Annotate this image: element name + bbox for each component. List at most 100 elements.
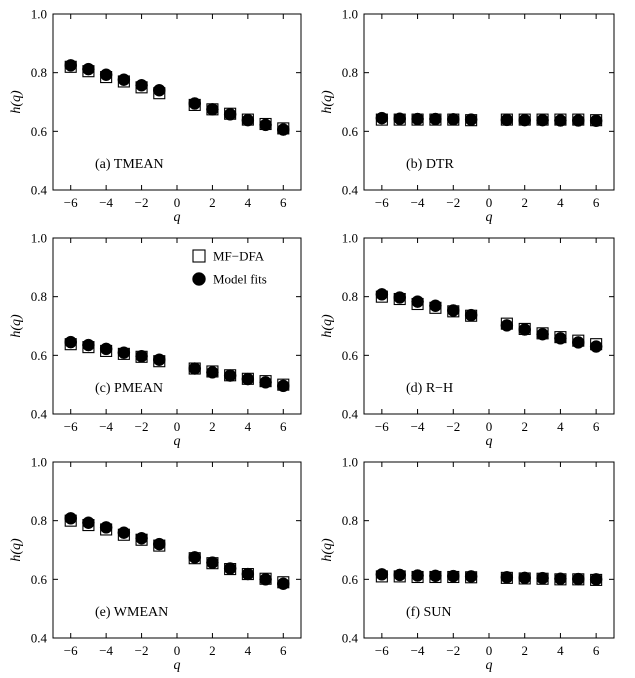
x-tick-label: 0 xyxy=(486,643,493,658)
x-tick-label: −2 xyxy=(446,195,460,210)
model-fit-point xyxy=(536,113,549,127)
y-tick-label: 0.4 xyxy=(342,183,359,198)
y-axis-label: h(q) xyxy=(9,314,24,338)
model-fit-point xyxy=(259,376,272,389)
panel-label: (b) DTR xyxy=(406,157,454,172)
x-tick-label: 6 xyxy=(593,643,600,658)
x-tick-label: −6 xyxy=(64,195,78,210)
x-tick-label: 6 xyxy=(280,643,287,658)
panel-r-h: −6 −4 −2 0 2 4 6 0.4 0.6 0.8 1.0 q h(q) (d) R−H xyxy=(320,231,615,449)
x-axis-label: q xyxy=(486,658,493,673)
legend-label: MF−DFA xyxy=(213,249,265,264)
x-tick-label: 0 xyxy=(174,419,181,434)
model-fit-point xyxy=(135,532,148,545)
x-tick-label: 6 xyxy=(280,195,287,210)
x-tick-label: −4 xyxy=(99,195,113,210)
model-fit-point xyxy=(241,113,255,127)
plot-frame xyxy=(363,13,615,191)
model-fit-point xyxy=(241,372,255,386)
x-axis-label: q xyxy=(174,210,181,225)
panel-dtr: −6 −4 −2 0 2 4 6 0.4 0.6 0.8 1.0 q h(q) (b) DTR xyxy=(320,7,615,225)
model-fit-point xyxy=(464,308,478,322)
model-fit-point xyxy=(206,366,219,379)
y-axis-label: h(q) xyxy=(9,90,24,114)
x-tick-label: 4 xyxy=(245,643,252,658)
model-fit-point xyxy=(135,349,148,363)
y-axis-label: h(q) xyxy=(320,90,335,114)
panel-label: (e) WMEAN xyxy=(95,605,168,620)
model-fit-point xyxy=(518,323,531,336)
x-tick-label: 2 xyxy=(209,195,216,210)
model-fit-point xyxy=(223,562,237,575)
y-tick-label: 0.4 xyxy=(342,631,359,646)
panel-tmean: −6 −4 −2 0 2 4 6 0.4 0.6 0.8 1.0 q h(q) (a) TMEAN xyxy=(9,7,302,225)
x-tick-label: −4 xyxy=(411,195,425,210)
y-tick-label: 0.6 xyxy=(31,572,48,587)
model-fit-point xyxy=(375,111,389,125)
panel-sun: −6 −4 −2 0 2 4 6 0.4 0.6 0.8 1.0 q h(q) (f) SUN xyxy=(320,455,615,673)
model-fit-point xyxy=(464,113,478,126)
model-fit-point xyxy=(411,112,424,126)
model-fit-point xyxy=(259,573,272,586)
legend-label: Model fits xyxy=(213,272,267,287)
y-tick-label: 0.4 xyxy=(31,183,48,198)
x-tick-label: 2 xyxy=(521,195,528,210)
model-fit-point xyxy=(188,551,201,564)
model-fit-point xyxy=(277,123,290,136)
legend-marker-mfdfa xyxy=(192,249,206,263)
model-fit-point xyxy=(153,353,166,366)
model-fit-point xyxy=(393,112,406,125)
model-fit-point xyxy=(554,572,567,585)
y-tick-label: 0.8 xyxy=(31,513,47,528)
model-fit-point xyxy=(589,573,603,586)
model-fit-point xyxy=(464,570,478,583)
model-fit-point xyxy=(536,571,549,585)
x-tick-label: −4 xyxy=(411,643,425,658)
y-axis-label: h(q) xyxy=(320,538,335,562)
x-tick-label: 4 xyxy=(557,419,564,434)
model-fit-point xyxy=(188,97,201,110)
x-tick-label: −6 xyxy=(375,419,389,434)
legend-marker-model-fits xyxy=(192,272,206,286)
y-tick-label: 1.0 xyxy=(342,455,358,470)
x-tick-label: −2 xyxy=(135,195,149,210)
y-tick-label: 0.8 xyxy=(31,65,47,80)
model-fit-point xyxy=(64,512,77,525)
y-tick-label: 0.8 xyxy=(31,289,47,304)
y-tick-label: 1.0 xyxy=(342,231,358,246)
model-fit-point xyxy=(223,108,237,121)
model-fit-point xyxy=(572,572,585,586)
x-tick-label: 0 xyxy=(486,195,493,210)
y-tick-label: 1.0 xyxy=(31,7,47,22)
model-fit-point xyxy=(375,568,389,581)
panel-pmean: −6 −4 −2 0 2 4 6 0.4 0.6 0.8 1.0 q h(q) (c) PMEAN MF−D… xyxy=(9,231,302,449)
plot-frame xyxy=(363,237,615,415)
y-tick-label: 0.8 xyxy=(342,289,358,304)
model-fit-point xyxy=(447,113,460,126)
y-tick-label: 0.6 xyxy=(342,348,359,363)
y-tick-label: 0.6 xyxy=(342,572,359,587)
model-fit-point xyxy=(223,369,237,382)
x-tick-label: −2 xyxy=(135,643,149,658)
model-fit-point xyxy=(99,521,113,534)
model-fit-point xyxy=(411,295,424,308)
y-tick-label: 0.6 xyxy=(31,124,48,139)
x-tick-label: −2 xyxy=(446,419,460,434)
y-tick-label: 0.4 xyxy=(31,407,48,422)
x-tick-label: −6 xyxy=(375,643,389,658)
x-tick-label: −4 xyxy=(411,419,425,434)
y-tick-label: 1.0 xyxy=(31,231,47,246)
x-tick-label: 0 xyxy=(174,643,181,658)
plot-frame xyxy=(52,461,302,639)
y-axis-label: h(q) xyxy=(320,314,335,338)
model-fit-point xyxy=(135,79,148,92)
x-tick-label: 6 xyxy=(593,419,600,434)
model-fit-point xyxy=(206,103,219,116)
y-tick-label: 0.8 xyxy=(342,513,358,528)
model-fit-point xyxy=(82,516,95,529)
model-fit-point xyxy=(153,537,166,551)
model-fit-point xyxy=(518,571,531,585)
plot-frame xyxy=(363,461,615,639)
x-axis-label: q xyxy=(174,658,181,673)
x-tick-label: 2 xyxy=(209,643,216,658)
